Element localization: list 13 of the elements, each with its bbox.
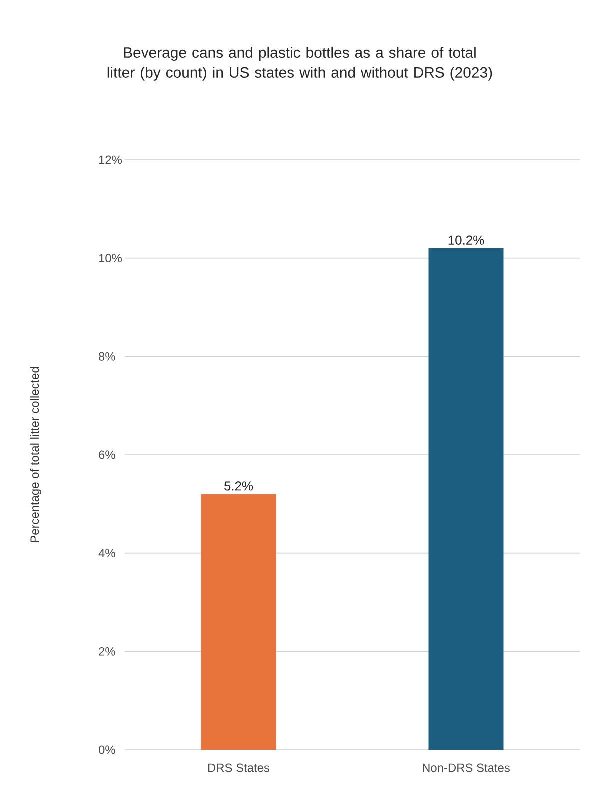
x-tick-label: Non-DRS States bbox=[423, 764, 510, 772]
data-label: 5.2% bbox=[224, 482, 254, 491]
y-tick-label: 0% bbox=[98, 746, 116, 754]
chart-title: Beverage cans and plastic bottles as a share of total litter (by count) in US states with and without DRS (2023) bbox=[108, 47, 492, 81]
data-label: 10.2% bbox=[448, 236, 484, 245]
y-tick-label: 10% bbox=[99, 254, 122, 263]
y-tick-label: 6% bbox=[99, 450, 116, 460]
y-tick-label: 4% bbox=[98, 549, 116, 558]
y-axis-title: Percentage of total litter collected bbox=[30, 367, 42, 542]
y-tick-label: 8% bbox=[99, 352, 116, 361]
x-tick-label: DRS States bbox=[208, 764, 270, 772]
y-tick-label: 2% bbox=[99, 647, 116, 656]
y-tick-label: 12% bbox=[99, 156, 122, 164]
